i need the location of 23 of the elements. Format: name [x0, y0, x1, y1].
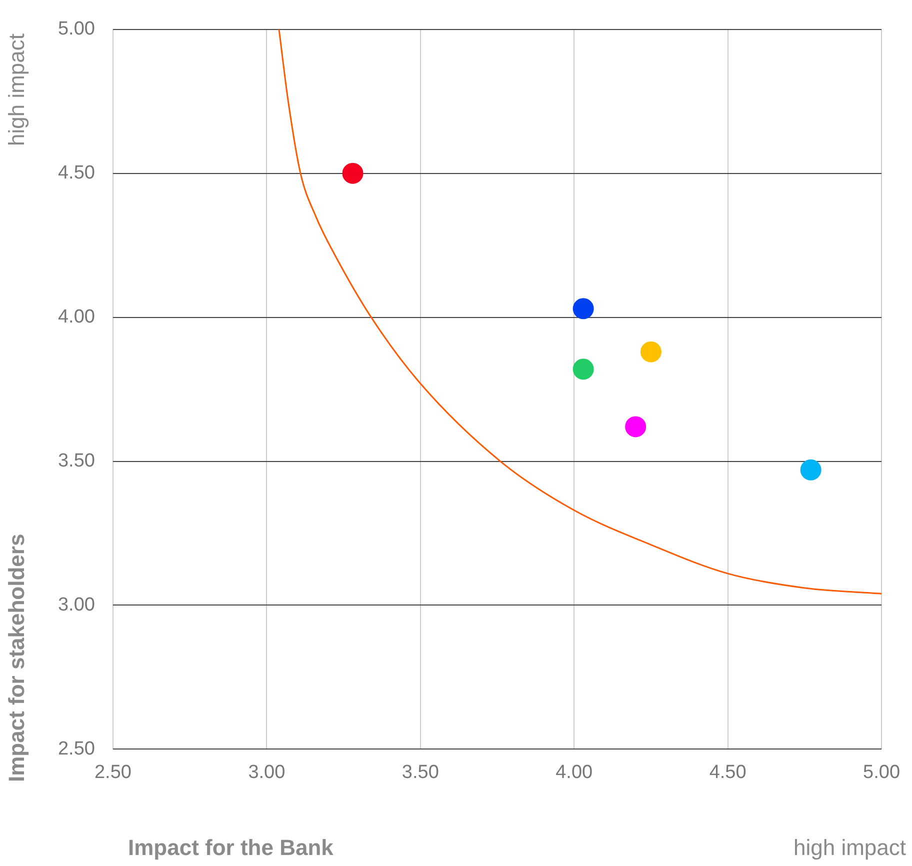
x-tick-label: 5.00	[863, 762, 900, 783]
text: high impact	[4, 33, 30, 146]
y-tick-label: 3.50	[58, 450, 95, 472]
point	[572, 358, 594, 380]
x-tick-label: 3.50	[402, 762, 439, 783]
text: high impact	[793, 835, 906, 861]
y-tick-label: 5.00	[58, 18, 95, 40]
point	[572, 298, 594, 320]
y-axis-title: Impact for stakeholders	[4, 534, 30, 782]
line-series	[278, 29, 882, 594]
x-tick-label: 4.50	[709, 762, 746, 783]
x-axis-title: Impact for the Bank	[128, 835, 334, 861]
y-tick-label: 4.50	[58, 162, 95, 184]
point	[625, 416, 646, 438]
x-tick-label: 2.50	[94, 762, 132, 783]
y-tick-label: 4.00	[58, 306, 95, 328]
point	[800, 459, 822, 480]
x-tick-label: 4.00	[556, 762, 593, 783]
x-tick-label: 3.00	[248, 762, 286, 783]
y-tick-label: 3.00	[58, 594, 95, 616]
point	[640, 341, 662, 362]
point	[342, 162, 364, 184]
y-tick-label: 2.50	[58, 738, 95, 760]
